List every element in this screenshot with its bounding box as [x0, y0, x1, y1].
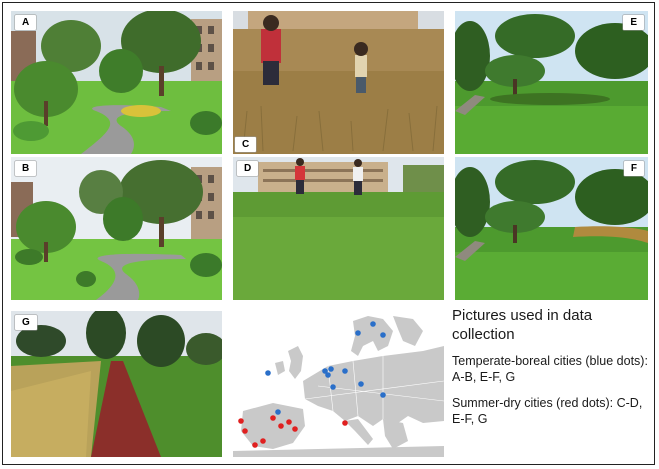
photo-panel-f: F — [455, 157, 648, 300]
photo-panel-d: D — [233, 157, 444, 300]
panel-label-e: E — [623, 15, 644, 30]
photo-panel-g: G — [11, 311, 222, 457]
panel-label-f: F — [623, 161, 644, 176]
panel-label-d: D — [237, 161, 259, 176]
europe-map — [233, 311, 444, 457]
photo-panel-a: A — [11, 11, 222, 154]
photo-panel-c: C — [233, 11, 444, 154]
temperate-boreal-city-dots — [265, 321, 386, 415]
lawn-photo-d — [233, 157, 444, 300]
panel-label-a: A — [15, 15, 37, 30]
meadow-path-photo-g — [11, 311, 222, 457]
green-park-photo-f — [455, 157, 648, 300]
photo-panel-b: B — [11, 157, 222, 300]
dry-meadow-photo-c — [233, 11, 444, 154]
panel-label-c: C — [235, 137, 257, 152]
panel-label-g: G — [15, 315, 37, 330]
caption-temperate-boreal: Temperate-boreal cities (blue dots): A-B… — [452, 354, 648, 384]
photo-panel-e: E — [455, 11, 648, 154]
caption-title: Pictures used in data collection — [452, 307, 593, 343]
green-park-photo-e — [455, 11, 648, 154]
summer-dry-city-dots — [238, 415, 348, 448]
caption-block: Pictures used in data collection Tempera… — [452, 306, 652, 437]
caption-summer-dry: Summer-dry cities (red dots): C-D, E-F, … — [452, 396, 643, 426]
panel-label-b: B — [15, 161, 37, 176]
park-path-photo-a — [11, 11, 222, 154]
park-path-photo-b — [11, 157, 222, 300]
europe-map-graphic — [233, 311, 444, 457]
